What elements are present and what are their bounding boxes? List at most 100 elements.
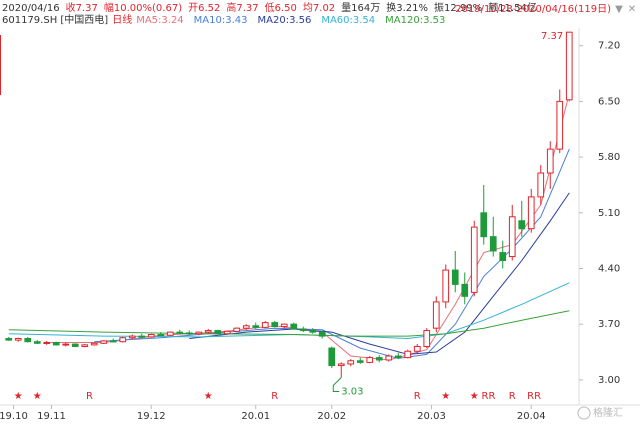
candle-body xyxy=(394,355,402,359)
candle-body xyxy=(470,226,478,293)
quote-field: 低6.50 xyxy=(265,1,297,14)
event-marker: R xyxy=(86,391,93,402)
quote-field: 额11.54亿 xyxy=(488,1,537,14)
date-range: 2019/10/23-2020/04/16(119日) xyxy=(455,4,611,15)
ma-label: MA5:3.24 xyxy=(136,15,183,26)
candle-body xyxy=(119,337,127,343)
candle-body xyxy=(157,334,165,337)
candle-body xyxy=(52,341,60,346)
candle-body xyxy=(62,343,70,346)
candle-body xyxy=(356,360,364,363)
candle-body xyxy=(176,331,184,334)
x-tick-label: 19.10 xyxy=(0,411,28,422)
candle-body xyxy=(556,100,564,150)
ma-label: MA120:3.53 xyxy=(385,15,445,26)
candle-body xyxy=(461,283,469,297)
candle-body xyxy=(204,330,212,333)
candle-body xyxy=(413,345,421,352)
ma-label: MA60:3.54 xyxy=(321,15,375,26)
candle-body xyxy=(432,301,440,329)
ma-label: MA10:3.43 xyxy=(194,15,248,26)
candle-body xyxy=(195,331,203,335)
candle-body xyxy=(223,330,231,335)
event-marker: RR xyxy=(527,391,541,402)
candle-body xyxy=(71,343,79,347)
event-marker: R xyxy=(271,391,278,402)
candle-body xyxy=(185,332,193,335)
candle-body xyxy=(90,342,98,346)
candle-body xyxy=(375,357,383,361)
quote-field: 2020/04/16 xyxy=(2,3,60,14)
candle-body xyxy=(442,269,450,303)
candle-body xyxy=(14,338,22,341)
candle-body xyxy=(81,344,89,347)
y-tick-label: 5.10 xyxy=(598,208,620,219)
quote-field: 收7.37 xyxy=(66,1,98,14)
quote-field: 幅10.00%(0.67) xyxy=(104,1,182,14)
candle-body xyxy=(423,330,431,347)
candle-body xyxy=(261,322,269,328)
ma-line xyxy=(8,310,570,337)
candle-body xyxy=(299,328,307,332)
period: 日线 xyxy=(112,13,132,26)
ma-line xyxy=(189,192,570,355)
candle-body xyxy=(546,148,554,174)
candle-body xyxy=(508,216,516,258)
event-marker: R xyxy=(509,391,516,402)
candle-body xyxy=(109,340,117,343)
x-tick-label: 20.01 xyxy=(241,411,270,422)
candle-body xyxy=(518,220,526,230)
ma-label: MA20:3.56 xyxy=(258,15,312,26)
candle-body xyxy=(33,341,41,344)
watermark-icon xyxy=(577,406,591,420)
candle-body xyxy=(347,360,355,365)
candle-body xyxy=(537,172,545,198)
event-marker: R xyxy=(414,391,421,402)
event-marker: ★ xyxy=(14,391,23,402)
candle-body xyxy=(138,335,146,338)
quote-field: 量164万 xyxy=(341,2,380,14)
event-marker: ★ xyxy=(204,391,213,402)
candle-body xyxy=(214,330,222,335)
x-tick-label: 19.12 xyxy=(137,411,166,422)
y-tick-label: 3.00 xyxy=(598,375,620,386)
event-marker: ★ xyxy=(441,391,450,402)
candle-body xyxy=(499,252,507,262)
candle-body xyxy=(489,236,497,252)
candle-body xyxy=(147,334,155,338)
x-tick-label: 20.02 xyxy=(317,411,346,422)
candle-body xyxy=(366,357,374,363)
candle-body xyxy=(233,327,241,332)
candle-body xyxy=(318,331,326,337)
quote-field: 高7.37 xyxy=(226,1,258,14)
low-marker-line xyxy=(332,377,342,392)
candle-body xyxy=(527,196,535,230)
quote-field: 均7.02 xyxy=(303,2,335,14)
y-tick-label: 7.20 xyxy=(598,41,620,52)
event-marker: ★ xyxy=(33,391,42,402)
close-icon[interactable]: ✕ xyxy=(628,4,636,15)
menu-arrow[interactable]: ▼ xyxy=(615,4,623,15)
y-tick-label: 4.40 xyxy=(598,263,620,274)
y-tick-label: 6.50 xyxy=(598,96,620,107)
candle-body xyxy=(385,355,393,361)
candle-body xyxy=(337,363,345,367)
y-tick-label: 3.70 xyxy=(598,319,620,330)
x-tick-label: 20.03 xyxy=(417,411,446,422)
stock-code: 601179.SH [中国西电] xyxy=(2,13,108,26)
low-marker: 3.03 xyxy=(341,386,363,397)
quote-field: 开6.52 xyxy=(188,3,220,14)
y-tick-label: 5.80 xyxy=(598,152,620,163)
event-marker: RR xyxy=(482,391,496,402)
event-marker: ★ xyxy=(470,391,479,402)
candle-body xyxy=(166,331,174,336)
candle-body xyxy=(271,322,279,328)
x-tick-label: 20.04 xyxy=(517,411,546,422)
candle-body xyxy=(404,350,412,359)
candle-body xyxy=(290,323,298,330)
watermark: 格隆汇 xyxy=(593,406,623,419)
candle-body xyxy=(100,340,108,344)
high-marker: 7.37 xyxy=(541,31,563,42)
